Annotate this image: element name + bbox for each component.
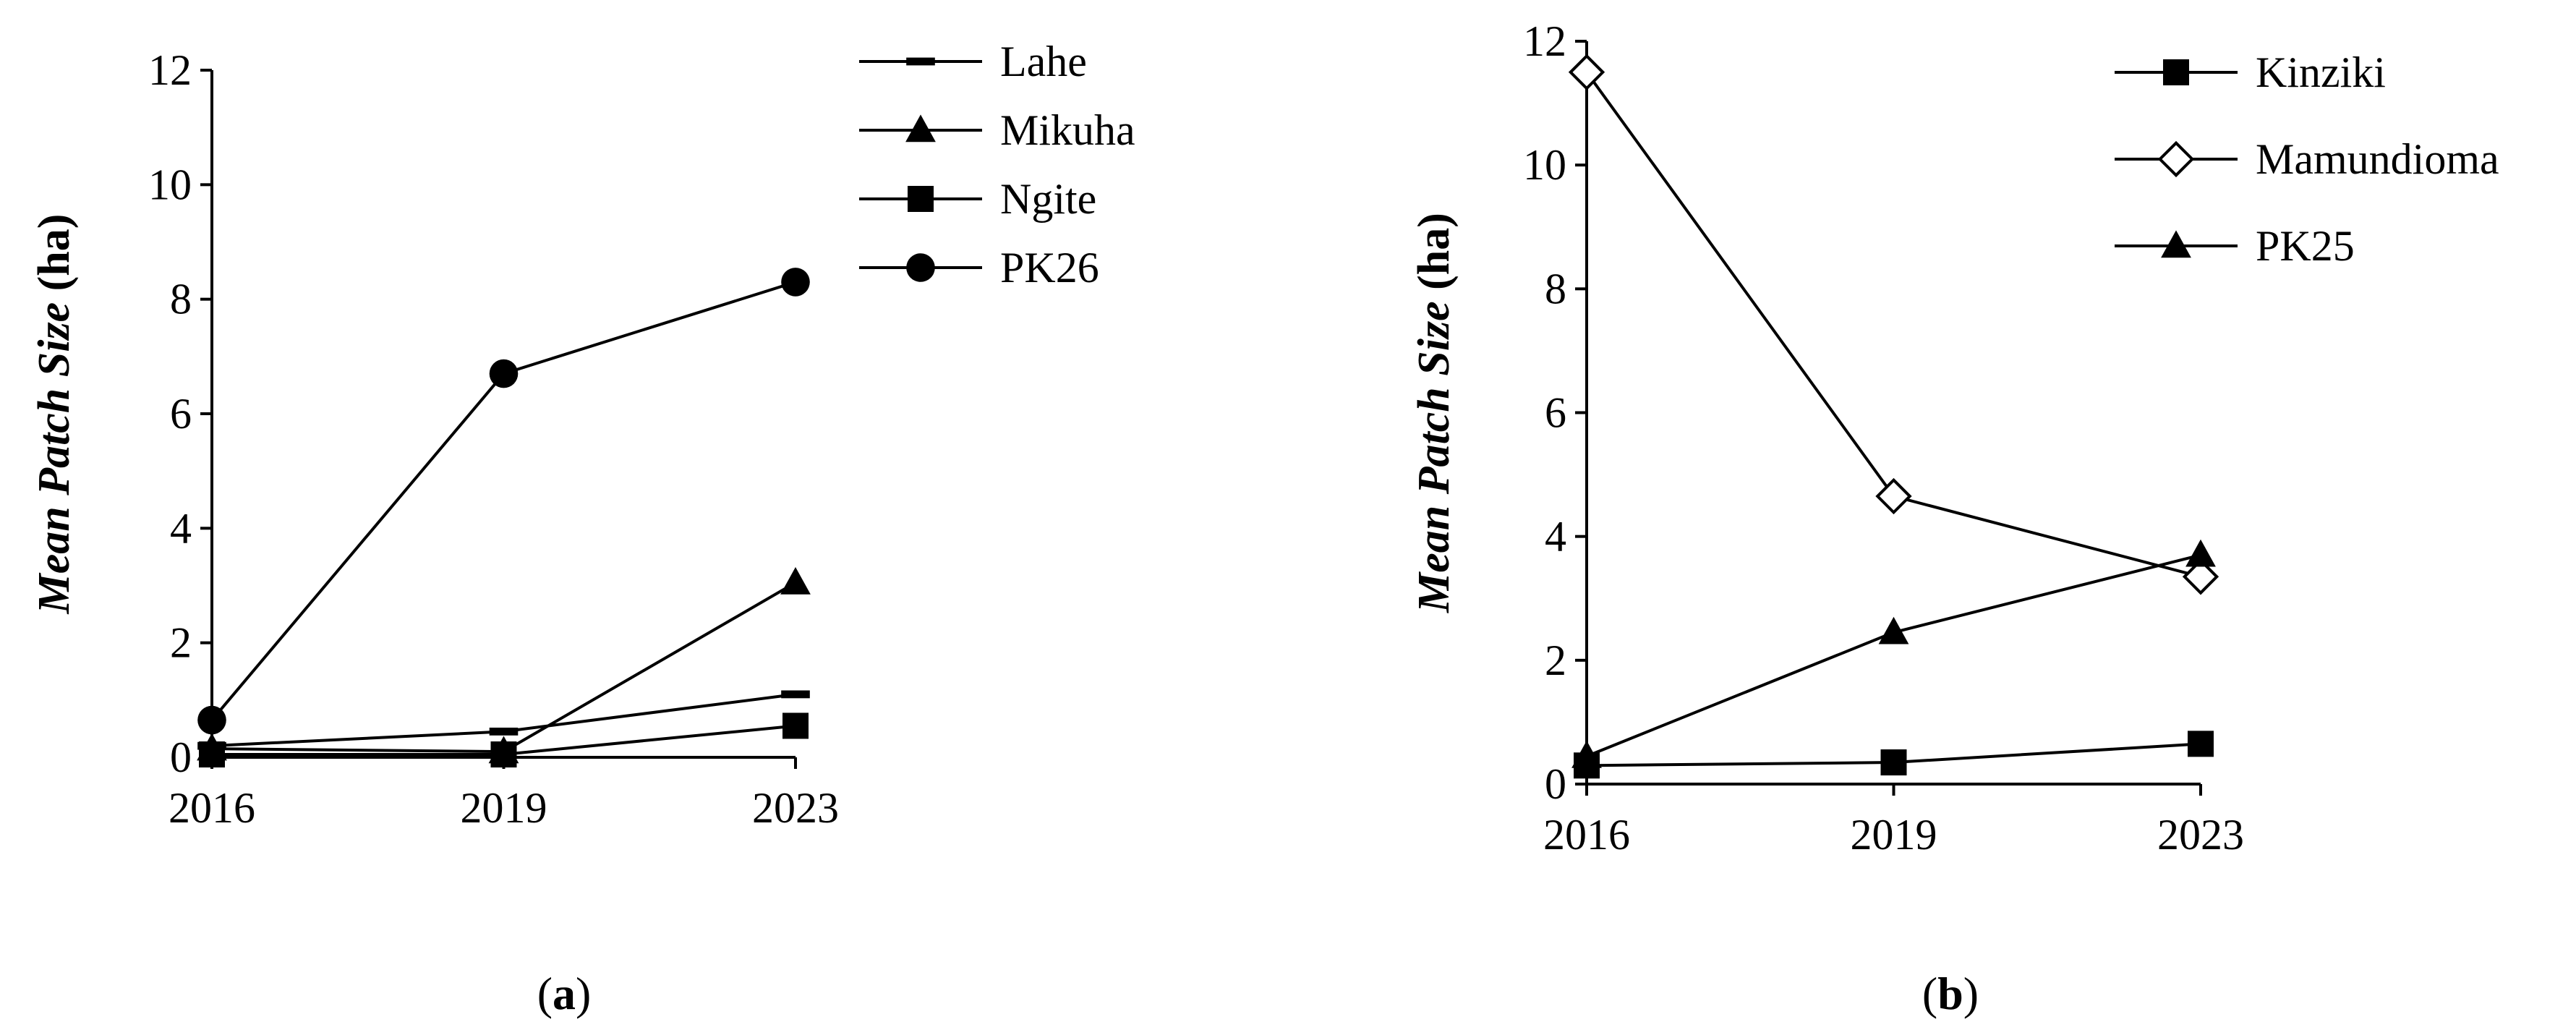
data-point <box>782 712 809 739</box>
data-point <box>2185 539 2216 567</box>
data-point <box>781 690 810 699</box>
data-point <box>1878 616 1909 644</box>
data-point <box>781 268 810 297</box>
y-axis-label: Mean Patch Size (ha) <box>1409 213 1459 613</box>
y-tick-label: 10 <box>148 161 192 208</box>
y-tick-label: 12 <box>148 46 192 94</box>
legend-item: Ngite <box>859 175 1096 223</box>
legend-item: Kinziki <box>2115 48 2386 96</box>
y-tick-label: 6 <box>1545 389 1566 437</box>
chart-b: 0 2 4 6 8 10 12 2016 2019 2023 Mean Patch Size (ha… <box>1409 17 2499 1019</box>
data-point <box>1568 54 1605 90</box>
data-point <box>490 741 517 768</box>
chart-panel-b: 0 2 4 6 8 10 12 2016 2019 2023 Mean Patch Size (ha… <box>1288 0 2576 1030</box>
data-point <box>780 566 811 595</box>
chart-a-svg: 0 2 4 6 8 10 12 2016 2019 2023 Mean Patch Size (ha… <box>30 38 1135 1019</box>
y-axis-label-unit: (ha) <box>30 214 79 302</box>
series-pk26 <box>197 268 810 735</box>
data-point <box>197 705 226 735</box>
panel-caption: (a) <box>537 968 592 1019</box>
data-point <box>199 741 225 768</box>
legend-label: Lahe <box>1000 38 1087 85</box>
y-tick-label: 0 <box>1545 760 1566 808</box>
y-tick-label: 10 <box>1523 141 1566 189</box>
y-tick-label: 0 <box>170 733 192 781</box>
legend-marker <box>2157 140 2195 178</box>
legend: Kinziki Mamundioma PK25 <box>2115 48 2499 270</box>
x-tick-label: 2019 <box>461 784 547 832</box>
series-pk25 <box>1571 539 2216 768</box>
legend-item: PK26 <box>859 244 1099 291</box>
y-tick-label: 8 <box>1545 265 1566 312</box>
legend-item: Mamundioma <box>2115 135 2499 183</box>
legend-label: Ngite <box>1000 175 1096 223</box>
y-axis-label-main: Mean Patch Size <box>30 302 79 615</box>
y-tick-label: 4 <box>170 504 192 552</box>
x-tick-label: 2023 <box>2157 811 2244 859</box>
legend-item: Lahe <box>859 38 1087 85</box>
series-line <box>210 281 796 721</box>
data-point <box>489 359 519 388</box>
legend-item: PK25 <box>2115 222 2355 270</box>
x-tick-label: 2016 <box>1543 811 1630 859</box>
legend-label: Mikuha <box>1000 106 1135 154</box>
x-tick-label: 2019 <box>1851 811 1937 859</box>
data-point <box>489 727 519 736</box>
legend-label: PK25 <box>2256 222 2355 270</box>
legend-label: Kinziki <box>2256 48 2386 96</box>
series-kinziki <box>1574 731 2214 779</box>
series-line <box>1586 553 2201 758</box>
data-point <box>1875 477 1912 515</box>
legend-item: Mikuha <box>859 106 1135 154</box>
y-tick-label: 6 <box>170 390 192 438</box>
panel-caption-letter: b <box>1937 968 1963 1019</box>
y-axis-label-unit: (ha) <box>1409 213 1459 301</box>
chart-b-svg: 0 2 4 6 8 10 12 2016 2019 2023 Mean Patch Size (ha… <box>1409 17 2499 1019</box>
panel-caption: (b) <box>1922 968 1979 1019</box>
data-point <box>2182 558 2219 595</box>
y-tick-label: 12 <box>1523 17 1566 65</box>
legend-label: PK26 <box>1000 244 1099 291</box>
y-tick-label: 8 <box>170 276 192 323</box>
chart-panel-a: 0 2 4 6 8 10 12 2016 2019 2023 Mean Patch Size (ha… <box>30 38 1135 1019</box>
panel-caption-letter: a <box>553 968 576 1019</box>
legend-marker <box>2161 230 2191 258</box>
x-tick-label: 2023 <box>752 784 839 832</box>
y-axis-label-main: Mean Patch Size <box>1409 301 1459 613</box>
legend-marker <box>905 114 936 142</box>
series-mamundioma <box>1568 54 2219 595</box>
data-point <box>1880 749 1907 776</box>
chart-a: 0 2 4 6 8 10 12 2016 2019 2023 Mean Patch Size (ha… <box>30 38 1135 1019</box>
y-tick-label: 4 <box>1545 513 1566 561</box>
legend-marker <box>906 57 935 66</box>
y-axis-label: Mean Patch Size (ha) <box>30 214 79 615</box>
data-point <box>1571 740 1602 768</box>
x-tick-label: 2016 <box>169 784 255 832</box>
legend-marker <box>2163 59 2189 85</box>
legend-label: Mamundioma <box>2256 135 2499 183</box>
data-point <box>2188 731 2214 757</box>
y-tick-label: 2 <box>1545 637 1566 684</box>
legend: Lahe Mikuha Ngite PK26 <box>859 38 1135 291</box>
y-tick-label: 2 <box>170 619 192 667</box>
legend-marker <box>908 186 934 212</box>
series-ngite <box>199 712 809 768</box>
legend-marker <box>906 253 935 282</box>
series-line <box>211 581 797 754</box>
